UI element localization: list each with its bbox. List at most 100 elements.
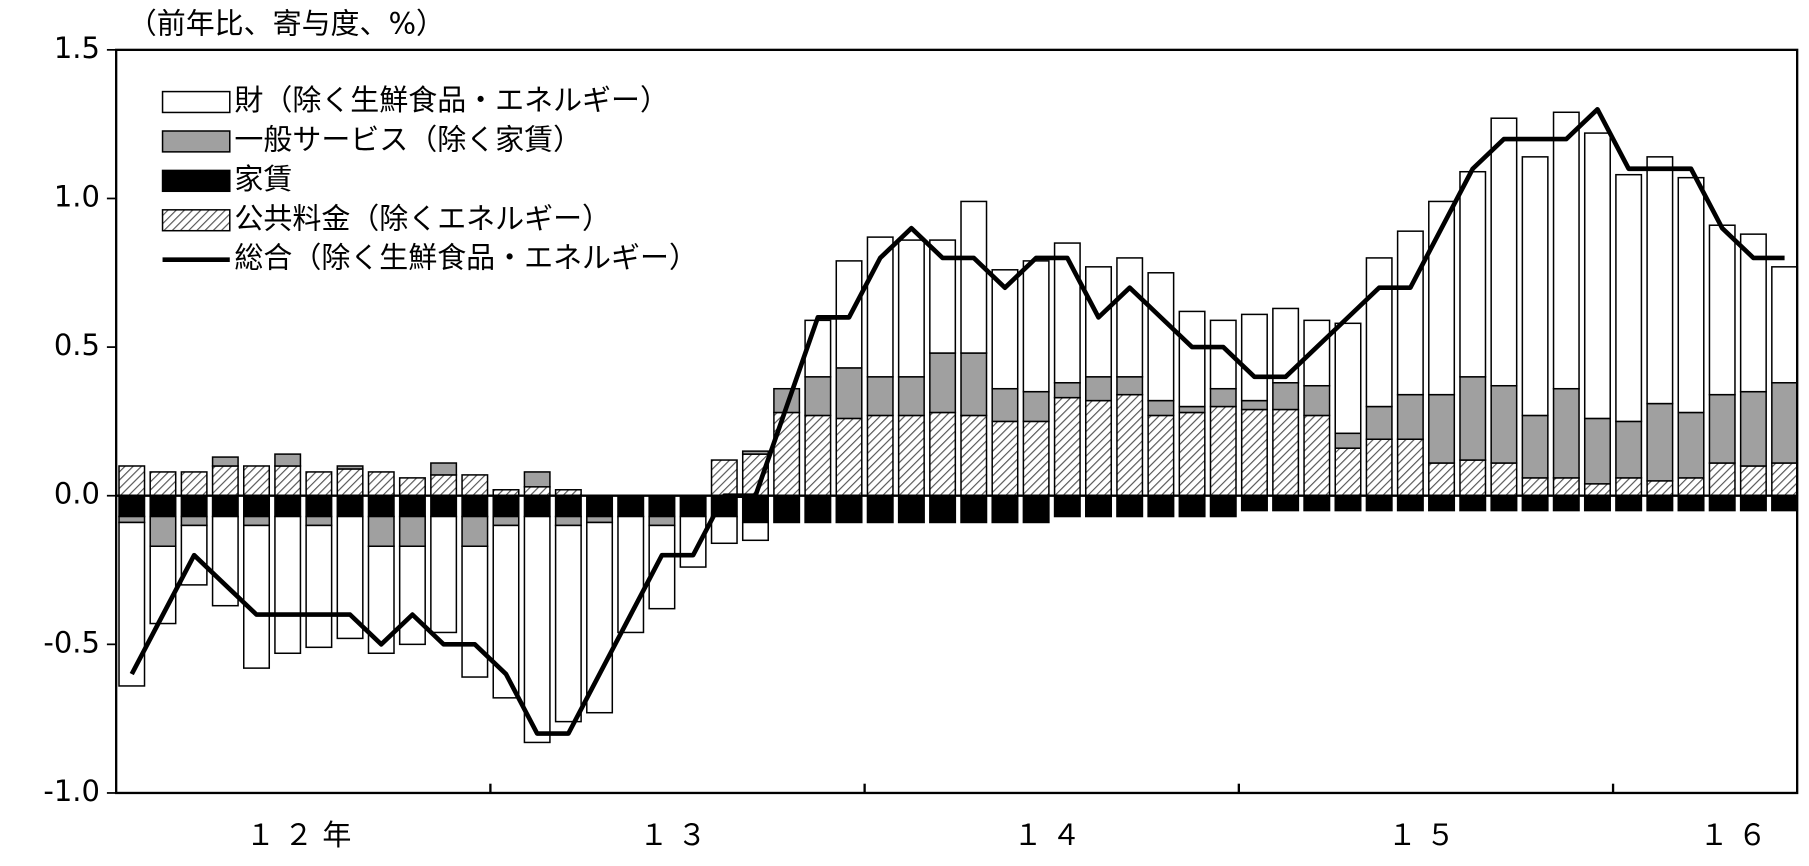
- bar: [1178, 411, 1206, 497]
- bar: [1022, 260, 1050, 393]
- bar: [430, 494, 458, 518]
- bar: [1365, 405, 1393, 440]
- bar: [835, 494, 863, 524]
- bar: [1272, 408, 1300, 497]
- legend-label: 家賃: [234, 162, 292, 196]
- bar: [866, 376, 894, 417]
- bar: [1178, 310, 1206, 408]
- bar: [305, 471, 333, 497]
- bar: [211, 465, 239, 497]
- x-tick-label: １３: [639, 818, 716, 852]
- bar: [991, 420, 1019, 497]
- bar: [367, 494, 395, 518]
- bar: [1396, 230, 1424, 396]
- bar: [554, 515, 582, 527]
- bar: [1334, 447, 1362, 497]
- bar: [1708, 393, 1736, 464]
- bar: [1739, 494, 1767, 512]
- bar: [398, 494, 426, 518]
- bar: [149, 494, 177, 518]
- bar: [1396, 494, 1424, 512]
- x-tick-label: １５: [1388, 818, 1465, 852]
- bar: [1303, 319, 1331, 387]
- bar: [1334, 322, 1362, 435]
- bar: [305, 524, 333, 649]
- bar: [305, 494, 333, 518]
- bar: [554, 494, 582, 518]
- bar: [1147, 272, 1175, 402]
- bar: [1428, 494, 1456, 512]
- bar: [1771, 462, 1799, 497]
- bar: [1272, 494, 1300, 512]
- bar: [773, 411, 801, 497]
- bar: [1646, 402, 1674, 482]
- bar: [180, 471, 208, 497]
- legend-swatch: [161, 209, 231, 232]
- bar: [1646, 156, 1674, 405]
- bar: [336, 515, 364, 640]
- legend-label: 一般サービス（除く家賃）: [234, 122, 582, 156]
- bar: [960, 494, 988, 524]
- bar: [211, 456, 239, 467]
- bar: [897, 414, 925, 497]
- x-tick-label: １２年: [246, 818, 361, 852]
- bar: [243, 465, 271, 497]
- bar: [1615, 420, 1643, 479]
- legend-swatch: [161, 169, 231, 193]
- bar: [1677, 494, 1705, 512]
- bar: [897, 494, 925, 524]
- bar: [461, 474, 489, 497]
- bar: [1240, 408, 1268, 497]
- bar: [1116, 257, 1144, 378]
- bar: [1022, 494, 1050, 524]
- y-tick-label: 0.0: [54, 477, 100, 511]
- legend-label: 総合（除く生鮮食品・エネルギー）: [234, 241, 698, 275]
- bar: [1085, 494, 1113, 518]
- bar: [1428, 462, 1456, 497]
- y-tick-label: -0.5: [43, 625, 100, 659]
- bar: [1428, 393, 1456, 464]
- bar: [960, 414, 988, 497]
- bar: [866, 494, 894, 524]
- bar: [1583, 417, 1611, 485]
- bar: [1459, 459, 1487, 497]
- bar: [1428, 200, 1456, 396]
- bar: [1490, 384, 1518, 464]
- bar: [274, 453, 302, 467]
- bar: [586, 521, 614, 714]
- bar: [1116, 376, 1144, 396]
- bar: [1053, 242, 1081, 384]
- bar: [804, 494, 832, 524]
- bar: [1708, 224, 1736, 396]
- bar: [1022, 420, 1050, 497]
- bar: [118, 494, 146, 518]
- bar: [804, 376, 832, 417]
- bar: [1272, 382, 1300, 411]
- bar: [991, 387, 1019, 423]
- bar: [1490, 462, 1518, 497]
- bar: [1365, 438, 1393, 497]
- bar: [1334, 494, 1362, 512]
- bar: [243, 515, 271, 527]
- chart-title: （前年比、寄与度、%）: [128, 7, 445, 41]
- bar: [398, 515, 426, 548]
- y-tick-label: 0.5: [54, 328, 100, 362]
- bar: [180, 515, 208, 527]
- bar: [1615, 494, 1643, 512]
- bar: [523, 486, 551, 497]
- bar: [835, 367, 863, 420]
- bar: [1303, 414, 1331, 497]
- bar: [367, 515, 395, 548]
- bar: [1490, 494, 1518, 512]
- bar: [648, 524, 676, 610]
- bar: [648, 494, 676, 518]
- bar: [929, 352, 957, 414]
- bar: [960, 200, 988, 354]
- bar: [243, 524, 271, 669]
- bar: [1459, 376, 1487, 461]
- bar: [1552, 477, 1580, 497]
- bar: [897, 376, 925, 417]
- bar: [1116, 393, 1144, 497]
- bar: [336, 468, 364, 497]
- bar: [1178, 494, 1206, 518]
